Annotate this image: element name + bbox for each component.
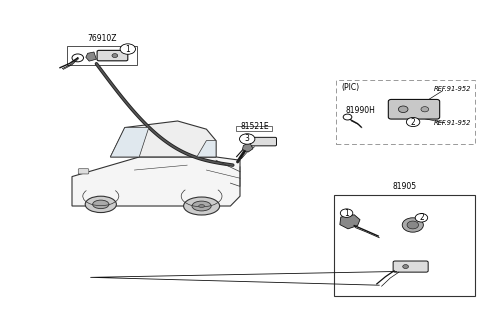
Bar (237, 126, 273, 131)
Text: REF.91-952: REF.91-952 (434, 120, 471, 127)
FancyBboxPatch shape (250, 137, 276, 146)
Ellipse shape (184, 197, 220, 215)
FancyBboxPatch shape (97, 50, 128, 61)
Circle shape (407, 117, 420, 127)
Text: 3: 3 (245, 134, 250, 144)
Circle shape (421, 107, 429, 112)
Text: 2: 2 (419, 213, 424, 222)
Circle shape (398, 106, 408, 112)
Circle shape (407, 221, 419, 229)
Text: 81990H: 81990H (346, 106, 375, 114)
Text: 1: 1 (125, 44, 130, 54)
Bar (67, 46, 137, 65)
Polygon shape (110, 121, 216, 157)
Circle shape (402, 218, 423, 232)
Bar (334, 195, 475, 296)
Polygon shape (72, 157, 240, 206)
Circle shape (415, 214, 428, 222)
Ellipse shape (85, 196, 117, 213)
Text: 76910Z: 76910Z (87, 34, 117, 43)
Text: 1: 1 (344, 209, 349, 218)
Polygon shape (242, 142, 253, 152)
Polygon shape (86, 52, 96, 61)
Circle shape (120, 44, 135, 54)
Ellipse shape (192, 201, 211, 211)
FancyBboxPatch shape (78, 169, 89, 174)
Text: 81521E: 81521E (240, 122, 269, 131)
Circle shape (240, 134, 255, 144)
Text: 81905: 81905 (392, 182, 417, 191)
Ellipse shape (199, 205, 204, 208)
FancyBboxPatch shape (388, 99, 440, 119)
Circle shape (112, 54, 118, 58)
Polygon shape (340, 215, 360, 229)
Text: REF.91-952: REF.91-952 (434, 86, 471, 92)
Bar (336, 80, 475, 144)
Polygon shape (197, 141, 216, 157)
Polygon shape (110, 128, 149, 157)
Text: (PIC): (PIC) (342, 83, 360, 93)
Circle shape (403, 265, 408, 268)
FancyBboxPatch shape (393, 261, 428, 272)
Ellipse shape (93, 200, 109, 209)
Text: 2: 2 (411, 117, 416, 127)
Circle shape (340, 209, 353, 217)
